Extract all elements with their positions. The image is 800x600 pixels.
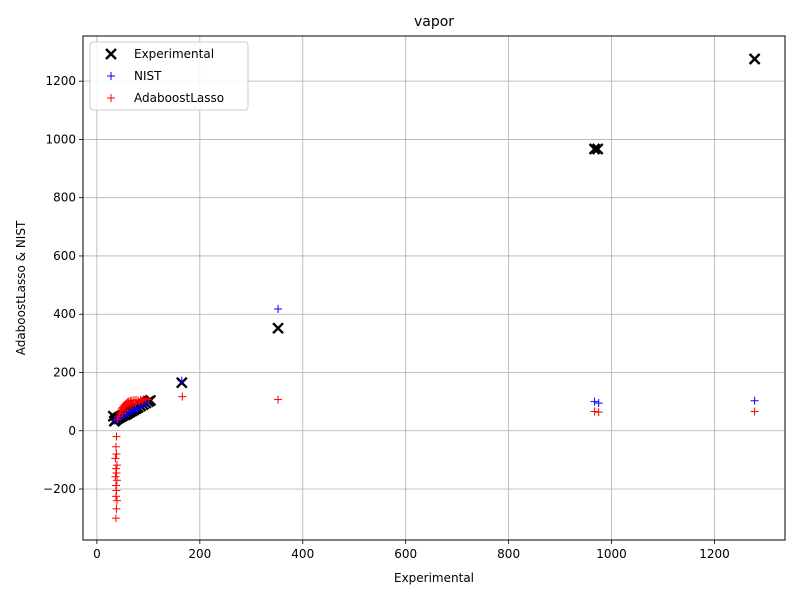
x-tick-label: 600 [394, 547, 417, 561]
nist-point [274, 304, 283, 313]
y-tick-label: 800 [53, 191, 76, 205]
adaboostlasso-point [112, 476, 121, 485]
adaboostlasso-point [112, 496, 121, 505]
adaboostlasso-point [112, 486, 121, 495]
adaboostlasso-point [111, 442, 120, 451]
legend-entry-adaboostlasso: AdaboostLasso [134, 91, 224, 105]
adaboostlasso-point [111, 472, 120, 481]
adaboostlasso-point [594, 408, 603, 417]
legend: Experimental NIST AdaboostLasso [89, 41, 249, 111]
x-tick-label: 0 [93, 547, 101, 561]
adaboostlasso-point [178, 392, 187, 401]
nist-point [177, 376, 186, 385]
y-tick-label: 600 [53, 249, 76, 263]
x-tick-label: 1200 [699, 547, 730, 561]
nist-point [133, 404, 142, 413]
adaboostlasso-point [590, 407, 599, 416]
adaboostlasso-point [144, 395, 153, 404]
grid-lines [83, 36, 785, 540]
adaboostlasso-point [122, 399, 131, 408]
y-tick-label: 200 [53, 365, 76, 379]
adaboostlasso-point [112, 504, 121, 513]
series-adaboostlasso [111, 392, 759, 523]
legend-entry-nist: NIST [134, 69, 162, 83]
y-tick-label: 0 [68, 424, 76, 438]
legend-marker-adaboostlasso [107, 94, 115, 102]
plot-frame [82, 35, 786, 541]
legend-entry-experimental: Experimental [134, 47, 214, 61]
nist-point [750, 396, 759, 405]
nist-point [590, 397, 599, 406]
nist-point [122, 409, 131, 418]
adaboostlasso-point [111, 492, 120, 501]
adaboostlasso-point [274, 395, 283, 404]
nist-point [120, 411, 129, 420]
experimental-point [272, 322, 284, 335]
nist-point [594, 399, 603, 408]
x-tick-label: 1000 [596, 547, 627, 561]
adaboostlasso-point [111, 514, 120, 523]
y-tick-label: 1200 [45, 74, 76, 88]
adaboostlasso-point [112, 432, 121, 441]
adaboostlasso-point [138, 397, 147, 406]
adaboostlasso-point [112, 450, 121, 459]
y-tick-label: 400 [53, 307, 76, 321]
experimental-point [748, 53, 761, 65]
legend-box [89, 41, 249, 111]
y-tick-label: 1000 [45, 132, 76, 146]
adaboostlasso-point [111, 464, 120, 473]
adaboostlasso-point [126, 401, 135, 410]
adaboostlasso-point [111, 454, 120, 463]
legend-marker-experimental [105, 48, 117, 60]
chart-title: vapor [414, 14, 454, 30]
axis-ticks: 0 200 400 600 800 1000 1200 −200 0 200 400 600 800 10… [43, 74, 730, 561]
legend-marker-nist [107, 72, 115, 80]
y-tick-label: −200 [43, 482, 76, 496]
legend-markers [105, 48, 117, 102]
x-tick-label: 200 [188, 547, 211, 561]
x-axis-label: Experimental [394, 571, 474, 585]
adaboostlasso-point [112, 468, 121, 477]
adaboostlasso-point [112, 461, 121, 470]
plot-markers [107, 53, 761, 523]
adaboostlasso-point [131, 399, 140, 408]
nist-point [130, 405, 139, 414]
y-axis-label: AdaboostLasso & NIST [14, 220, 28, 355]
experimental-point [588, 143, 601, 155]
experimental-point [591, 143, 604, 155]
adaboostlasso-point [750, 407, 759, 416]
x-tick-label: 400 [291, 547, 314, 561]
adaboostlasso-point [111, 481, 120, 490]
x-tick-label: 800 [497, 547, 520, 561]
